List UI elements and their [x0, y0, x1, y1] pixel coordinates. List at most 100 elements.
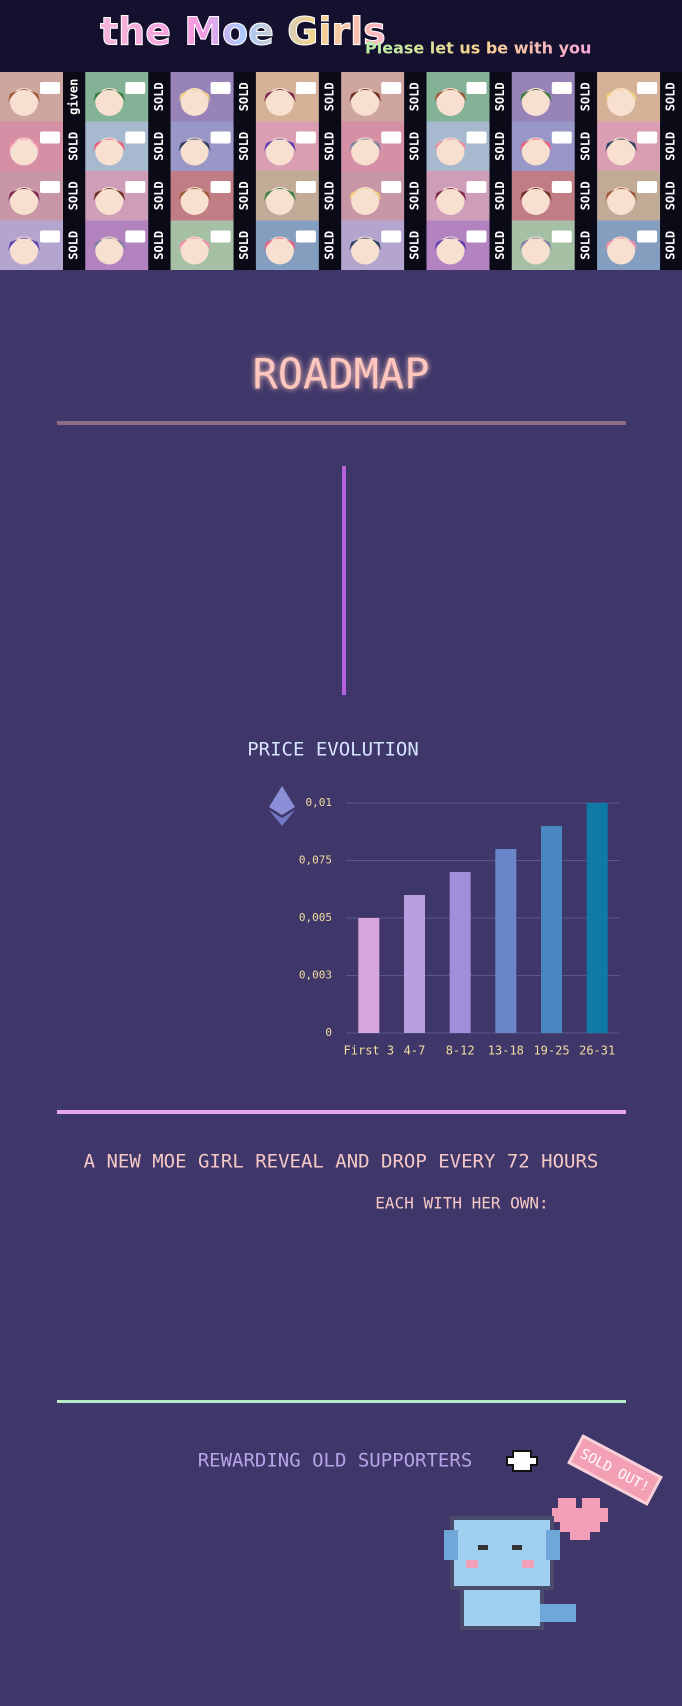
nft-hair: [93, 89, 126, 102]
nft-hair: [93, 138, 126, 152]
nft-hair: [434, 89, 467, 102]
header-bar: [0, 0, 682, 72]
nft-face: [351, 88, 380, 116]
nft-bubble: [637, 131, 658, 144]
x-tick-label: First 3: [344, 1044, 395, 1058]
sold-label: given: [67, 79, 81, 115]
nft-bubble: [210, 230, 231, 243]
bar: [403, 895, 426, 1033]
nft-face: [521, 137, 550, 166]
bar: [449, 872, 471, 1033]
bar: [495, 849, 517, 1033]
nft-bubble: [466, 131, 487, 144]
nft-face: [521, 187, 550, 215]
label-strip: [660, 72, 682, 122]
nft-hair: [8, 188, 40, 201]
label-strip: [660, 121, 682, 171]
nft-bubble: [40, 131, 60, 144]
sold-label: SOLD: [664, 231, 678, 260]
divider: [57, 1110, 626, 1114]
nft-face: [180, 187, 209, 215]
bar: [358, 918, 380, 1033]
sold-label: SOLD: [578, 132, 592, 161]
nft-hair: [178, 188, 211, 201]
nft-face: [351, 187, 380, 215]
label-strip: [404, 220, 427, 270]
nft-hair: [519, 237, 552, 251]
label-strip: [318, 72, 342, 122]
label-strip: [404, 121, 427, 171]
label-strip: [489, 220, 512, 270]
label-strip: [148, 72, 171, 122]
nft-face: [265, 236, 294, 265]
nft-face: [521, 236, 550, 265]
nft-bubble: [125, 131, 146, 144]
nft-face: [436, 137, 465, 166]
each-text: EACH WITH HER OWN:: [375, 1194, 548, 1213]
gallery: given SOLD SOLD SOLD SOLD SOLD SOLD SOLD SOLD SOL…: [0, 72, 682, 270]
nft-hair: [8, 89, 40, 102]
nft-face: [351, 236, 380, 265]
drop-text: A NEW MOE GIRL REVEAL AND DROP EVERY 72 …: [84, 1151, 599, 1173]
label-strip: [489, 72, 512, 122]
nft-hair: [519, 138, 552, 152]
nft-face: [95, 137, 124, 166]
label-strip: [233, 220, 256, 270]
nft-face: [607, 137, 636, 166]
sold-label: SOLD: [578, 181, 592, 210]
sold-label: SOLD: [322, 132, 336, 161]
sold-label: SOLD: [408, 231, 422, 260]
label-strip: [63, 72, 86, 122]
nft-bubble: [466, 230, 487, 243]
nft-bubble: [381, 82, 402, 94]
nft-hair: [605, 138, 638, 152]
sold-label: SOLD: [322, 82, 336, 111]
label-strip: [318, 220, 342, 270]
sold-label: SOLD: [152, 82, 166, 111]
sold-label: SOLD: [664, 181, 678, 210]
nft-face: [607, 88, 636, 116]
nft-hair: [8, 138, 40, 152]
label-strip: [574, 72, 598, 122]
label-strip: [574, 121, 598, 171]
nft-hair: [178, 237, 211, 251]
nft-face: [265, 187, 294, 215]
sold-label: SOLD: [578, 231, 592, 260]
nft-bubble: [40, 82, 60, 94]
label-strip: [233, 72, 256, 122]
sold-label: SOLD: [67, 181, 81, 210]
sold-label: SOLD: [237, 82, 251, 111]
pointer-hand: [506, 1450, 538, 1472]
nft-hair: [605, 89, 638, 102]
bar: [540, 826, 563, 1033]
nft-hair: [349, 89, 382, 102]
nft-bubble: [551, 82, 572, 94]
sold-label: SOLD: [493, 82, 507, 111]
label-strip: [233, 121, 256, 171]
nft-bubble: [637, 181, 658, 193]
nft-face: [10, 236, 38, 265]
label-strip: [489, 171, 512, 221]
nft-bubble: [125, 230, 146, 243]
nft-hair: [93, 237, 126, 251]
sold-out-sticker: SOLD OUT!: [567, 1434, 663, 1506]
nft-hair: [519, 89, 552, 102]
label-strip: [148, 121, 171, 171]
pixel-heart: [552, 1498, 608, 1540]
sold-label: SOLD: [237, 132, 251, 161]
nft-bubble: [295, 131, 316, 144]
label-strip: [318, 171, 342, 221]
nft-hair: [519, 188, 552, 201]
nft-face: [436, 236, 465, 265]
nft-bubble: [381, 131, 402, 144]
sold-label: SOLD: [67, 231, 81, 260]
nft-bubble: [125, 181, 146, 193]
y-tick-label: 0,005: [299, 911, 332, 924]
nft-hair: [349, 138, 382, 152]
nft-bubble: [381, 230, 402, 243]
timeline-line: [342, 466, 346, 695]
label-strip: [318, 121, 342, 171]
label-strip: [489, 121, 512, 171]
